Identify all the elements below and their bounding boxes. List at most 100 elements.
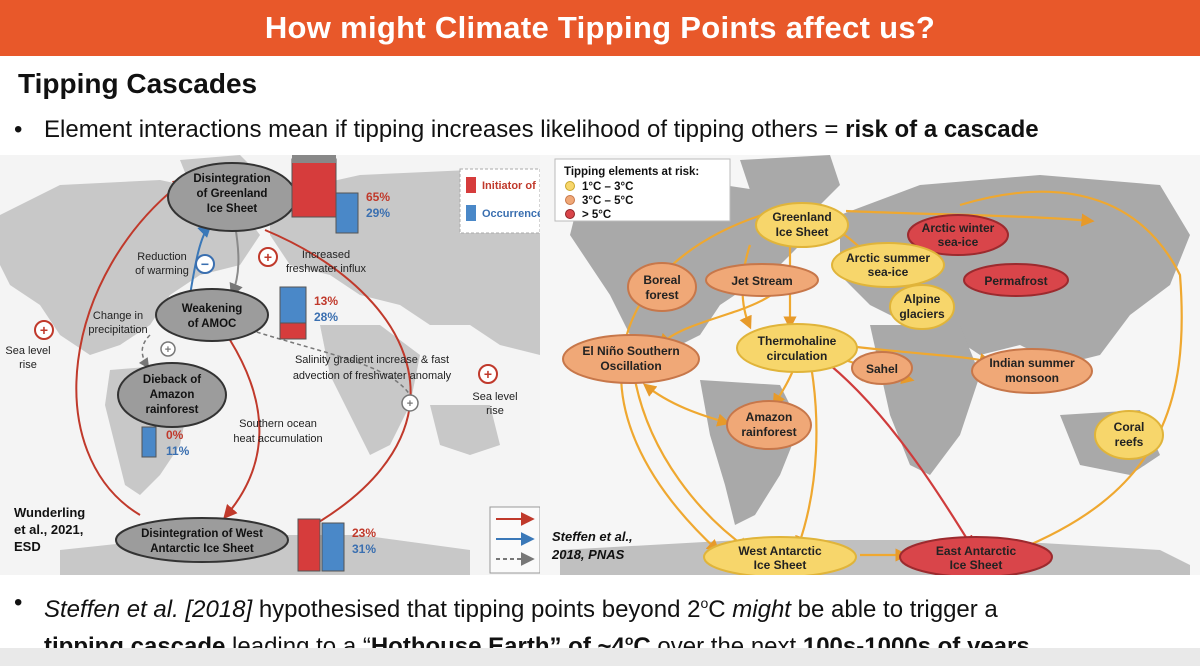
- node-west-antarctic-ice-sheet: Disintegration of West Antarctic Ice She…: [115, 517, 289, 563]
- node-label-line: of Greenland: [197, 188, 268, 200]
- node-arctic-summer-sea-ice: Arctic summer sea-ice: [831, 242, 945, 288]
- plus-circle-icon: +: [160, 341, 176, 357]
- arrow-thermo-to-eais: [829, 364, 974, 550]
- citation-line: 2018, PNAS: [551, 547, 625, 562]
- node-label-line: Greenland: [772, 210, 831, 224]
- arrow-wais-to-greenland: [75, 178, 188, 516]
- svg-text:−: −: [201, 256, 209, 272]
- node-greenland-ice-sheet: Greenland Ice Sheet: [755, 202, 849, 248]
- bullet-text: Element interactions mean if tipping inc…: [44, 116, 1039, 144]
- bullet-dot-icon: •: [14, 116, 23, 143]
- arrow-salinity: [249, 329, 411, 396]
- annotation-text: of warming: [135, 265, 189, 277]
- node-west-antarctic-ice-sheet: West Antarctic Ice Sheet: [703, 536, 857, 578]
- percent-initiator-amoc: 13%: [314, 294, 338, 308]
- annotation-text: Salinity gradient increase & fast: [295, 354, 449, 366]
- svg-text:+: +: [165, 344, 171, 356]
- domino-greenland-icon: [291, 155, 359, 234]
- node-thermohaline-circulation: Thermohaline circulation: [736, 323, 858, 373]
- degree-superscript: o: [624, 632, 634, 648]
- percent-occurrence-greenland: 29%: [366, 206, 390, 220]
- node-label-line: sea-ice: [868, 265, 909, 279]
- section-heading: Tipping Cascades: [18, 68, 258, 99]
- node-label-line: monsoon: [1005, 371, 1059, 385]
- node-label-line: Ice Sheet: [207, 203, 258, 215]
- node-label-line: Ice Sheet: [950, 558, 1003, 572]
- node-east-antarctic-ice-sheet: East Antarctic Ice Sheet: [899, 536, 1053, 578]
- annotation-text: rise: [19, 359, 37, 371]
- domino-wais-icon: [297, 518, 345, 572]
- node-label-line: Indian summer: [989, 356, 1075, 370]
- node-label-line: Oscillation: [600, 359, 661, 373]
- arrow-greenland-to-wais: [264, 229, 412, 535]
- svg-text:+: +: [407, 398, 413, 410]
- minus-circle-icon: −: [195, 254, 215, 274]
- legend-swatch-high: [565, 209, 575, 219]
- node-label-line: East Antarctic: [936, 544, 1017, 558]
- legend-item-mid: 3°C – 5°C: [582, 195, 633, 207]
- node-label-line: Ice Sheet: [776, 225, 829, 239]
- risk-legend: Tipping elements at risk: 1°C – 3°C 3°C …: [554, 158, 731, 222]
- legend-swatch-low: [565, 181, 575, 191]
- legend-item-low: 1°C – 3°C: [582, 181, 633, 193]
- node-label-line: Disintegration of West: [141, 528, 263, 540]
- node-label-line: Ice Sheet: [754, 558, 807, 572]
- percent-initiator-wais: 23%: [352, 526, 376, 540]
- citation-italic: Steffen et al. [2018]: [44, 596, 253, 623]
- wunderling-svg: Disintegration of Greenland Ice Sheet We…: [0, 155, 543, 575]
- node-label-line: glaciers: [899, 307, 945, 321]
- steffen-tipping-map: Tipping elements at risk: 1°C – 3°C 3°C …: [540, 155, 1200, 578]
- legend-item-high: > 5°C: [582, 209, 611, 221]
- node-coral-reefs: Coral reefs: [1094, 410, 1164, 460]
- node-alpine-glaciers: Alpine glaciers: [889, 284, 955, 330]
- bullet-cascade-risk: • Element interactions mean if tipping i…: [14, 116, 1039, 144]
- citation-line: Steffen et al.,: [552, 529, 633, 544]
- annotation-text: Increased: [302, 249, 350, 261]
- node-label-line: rainforest: [145, 404, 198, 416]
- domino-amoc-icon: [279, 286, 307, 340]
- node-label-line: El Niño Southern: [582, 344, 679, 358]
- citation-line: Wunderling: [14, 505, 85, 520]
- annotation-text: Reduction: [137, 251, 187, 263]
- annotation-text: heat accumulation: [233, 433, 322, 445]
- node-jet-stream: Jet Stream: [705, 263, 819, 297]
- node-label-line: Jet Stream: [731, 274, 792, 288]
- node-label-line: reefs: [1115, 435, 1144, 449]
- node-boreal-forest: Boreal forest: [627, 262, 697, 312]
- node-label-line: Boreal: [643, 273, 680, 287]
- node-label-line: Permafrost: [984, 274, 1047, 288]
- arrow-legend: [489, 506, 541, 574]
- legend-occurrence-label: Occurrence: [482, 208, 540, 220]
- node-label-line: Weakening: [182, 303, 243, 315]
- node-label-line: West Antarctic: [738, 544, 822, 558]
- node-arctic-winter-sea-ice: Arctic winter sea-ice: [907, 214, 1009, 256]
- node-label-line: Amazon: [150, 389, 195, 401]
- annotation-text: rise: [486, 405, 504, 417]
- node-label-line: rainforest: [741, 425, 796, 439]
- bullet-text-plain: be able to trigger a: [790, 596, 998, 623]
- annotation-text: Sea level: [5, 345, 50, 357]
- legend-swatch-mid: [565, 195, 575, 205]
- annotation-text: Change in: [93, 310, 143, 322]
- domino-amazon-icon: [141, 426, 157, 458]
- percent-occurrence-amazon: 11%: [166, 444, 190, 458]
- plus-circle-icon: +: [258, 247, 278, 267]
- wunderling-cascade-diagram: Disintegration of Greenland Ice Sheet We…: [0, 155, 543, 575]
- emphasis-might: might: [732, 596, 791, 623]
- annotation-text: Southern ocean: [239, 418, 317, 430]
- arrow-amoc-to-wais: [223, 339, 261, 520]
- slide-title: How might Climate Tipping Points affect …: [0, 0, 1200, 56]
- node-label-line: circulation: [767, 349, 828, 363]
- node-label-line: Antarctic Ice Sheet: [150, 543, 254, 555]
- percent-initiator-greenland: 65%: [366, 190, 390, 204]
- arrow-amoc-to-amazon: [138, 334, 151, 369]
- bullet-text-bold: risk of a cascade: [845, 116, 1039, 143]
- node-enso: El Niño Southern Oscillation: [562, 334, 700, 384]
- node-permafrost: Permafrost: [963, 263, 1069, 297]
- annotation-text: precipitation: [88, 324, 147, 336]
- node-label-line: Arctic winter: [922, 221, 995, 235]
- node-label-line: Coral: [1114, 420, 1145, 434]
- node-label-line: Dieback of: [143, 374, 201, 386]
- node-label-line: Disintegration: [193, 173, 270, 185]
- annotation-text: freshwater influx: [286, 263, 367, 275]
